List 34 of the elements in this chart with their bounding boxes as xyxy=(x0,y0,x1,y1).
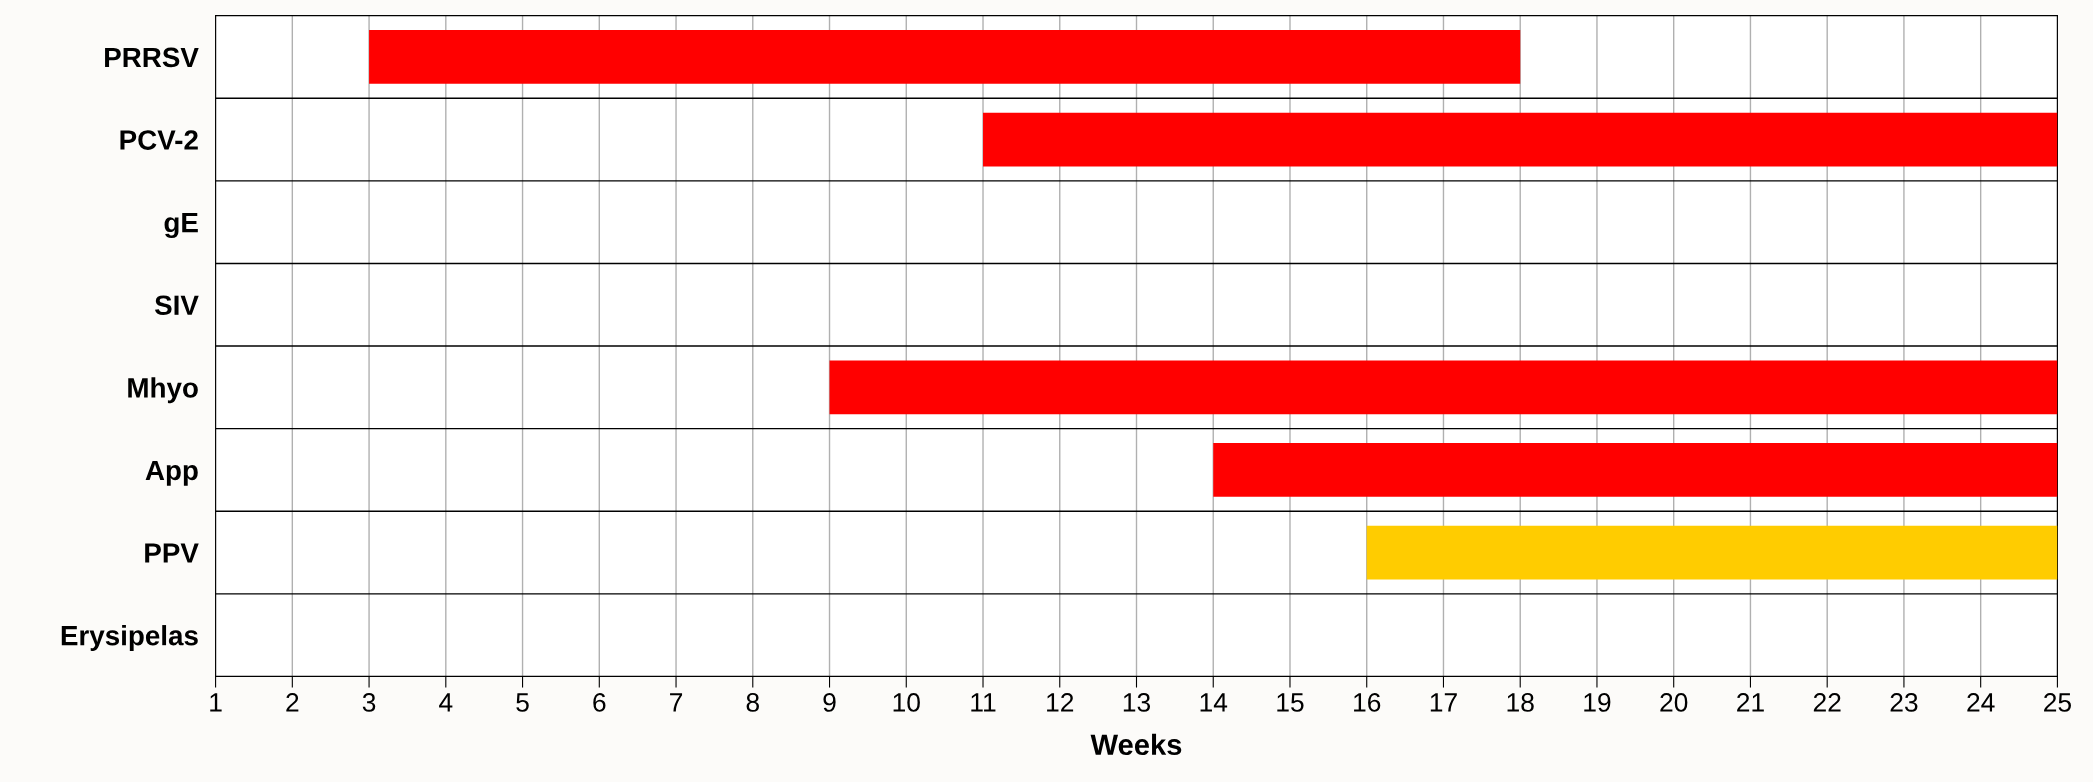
x-tick-label: 20 xyxy=(1660,693,1688,712)
x-tick-label: 13 xyxy=(1123,693,1151,712)
y-tick-label: PRRSV xyxy=(105,47,199,68)
x-tick-label: 22 xyxy=(1813,693,1841,712)
x-tick-label: 10 xyxy=(893,693,920,712)
x-tick-label: 24 xyxy=(1967,693,1995,712)
x-tick-label: 3 xyxy=(362,693,376,712)
x-tick-label: 5 xyxy=(516,693,529,712)
x-tick-label: 9 xyxy=(823,693,836,712)
y-tick-label: Mhyo xyxy=(128,377,198,404)
x-tick-label: 1 xyxy=(210,693,222,712)
x-tick-label: 18 xyxy=(1507,693,1534,712)
x-axis-title: Weeks xyxy=(1090,733,1182,756)
y-tick-label: App xyxy=(145,460,198,486)
x-tick-label: 8 xyxy=(746,693,759,712)
x-tick-label: 25 xyxy=(2044,693,2071,712)
y-tick-label: PCV-2 xyxy=(120,130,198,150)
y-tick-label: gE xyxy=(164,213,198,239)
y-tick-label: SIV xyxy=(154,295,199,316)
y-tick-label: PPV xyxy=(145,543,199,563)
x-tick-label: 15 xyxy=(1277,693,1304,712)
x-tick-label: 12 xyxy=(1047,693,1074,712)
y-tick-label: Erysipelas xyxy=(61,625,198,651)
x-tick-label: 11 xyxy=(971,693,996,712)
x-tick-label: 14 xyxy=(1200,693,1228,712)
x-tick-label: 17 xyxy=(1430,693,1457,712)
x-tick-label: 23 xyxy=(1890,693,1918,712)
x-tick-label: 2 xyxy=(286,693,299,712)
x-tick-label: 19 xyxy=(1584,693,1611,712)
x-tick-label: 7 xyxy=(670,693,683,712)
x-tick-label: 4 xyxy=(439,693,453,712)
x-tick-label: 21 xyxy=(1737,693,1764,712)
x-tick-label: 6 xyxy=(593,693,606,712)
x-tick-label: 16 xyxy=(1354,693,1381,712)
